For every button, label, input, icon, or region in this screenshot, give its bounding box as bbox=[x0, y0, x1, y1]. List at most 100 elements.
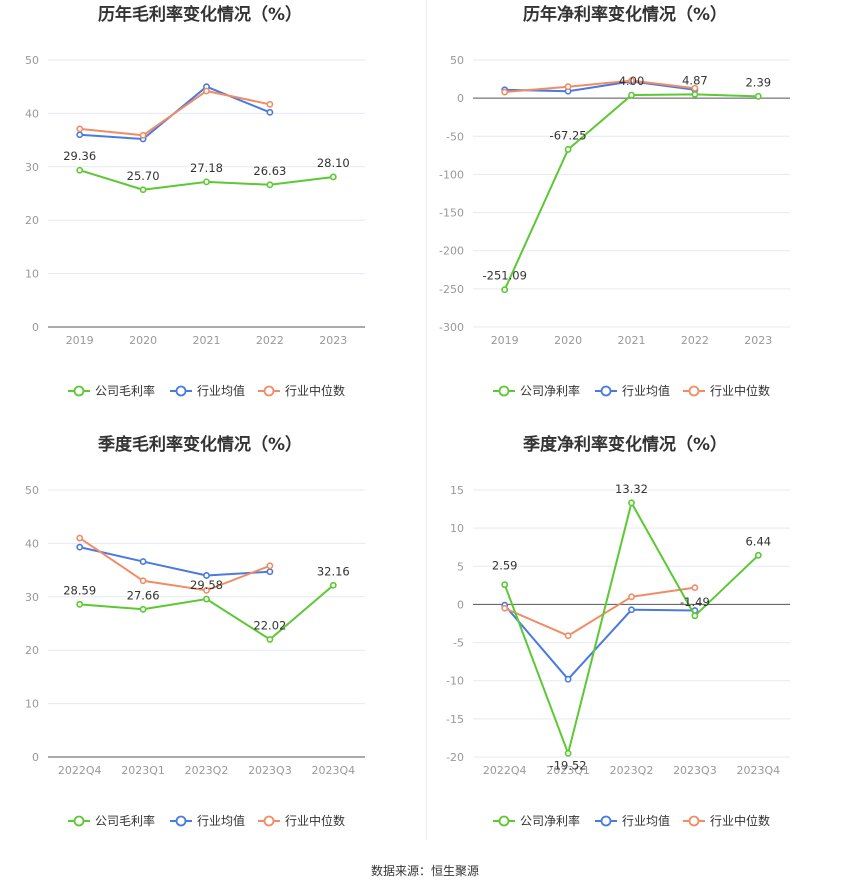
chart-svg: 季度净利率变化情况（%） 15 10 5 0 -5 -10 -15 -20 2022Q4 2023Q… bbox=[446, 434, 790, 828]
series-line bbox=[503, 604, 695, 681]
chart-svg: 历年净利率变化情况（%） 50 0 -50 -100 -150 -200 -250 -300 20… bbox=[439, 4, 790, 398]
x-tick-label: 2023Q1 bbox=[121, 764, 165, 777]
data-point bbox=[139, 605, 147, 613]
data-point bbox=[203, 87, 210, 95]
legend-item[interactable]: 公司净利率 bbox=[493, 813, 580, 828]
y-tick-label: 20 bbox=[25, 644, 39, 657]
legend-item[interactable]: 行业中位数 bbox=[258, 813, 345, 828]
legend-label: 公司净利率 bbox=[520, 813, 580, 828]
data-point bbox=[139, 558, 147, 565]
data-label: 32.16 bbox=[317, 564, 350, 578]
chart-annual-net-margin: 历年净利率变化情况（%） 50 0 -50 -100 -150 -200 -250 -300 20… bbox=[425, 0, 850, 430]
x-tick-label: 2023 bbox=[744, 334, 772, 347]
y-tick-label: -5 bbox=[453, 637, 464, 650]
legend-label: 行业均值 bbox=[622, 383, 670, 398]
chart-quarterly-gross-margin: 季度毛利率变化情况（%） 0 10 20 30 40 50 2022Q4 2023Q1 2023Q… bbox=[0, 430, 425, 860]
data-label: 29.36 bbox=[63, 149, 96, 163]
y-tick-label: 10 bbox=[450, 522, 464, 535]
legend-item[interactable]: 行业均值 bbox=[595, 383, 670, 398]
data-point bbox=[564, 675, 572, 683]
legend-item[interactable]: 行业均值 bbox=[595, 813, 670, 828]
data-point bbox=[76, 543, 84, 551]
legend-marker-icon bbox=[498, 385, 510, 397]
data-point bbox=[76, 131, 84, 139]
data-label: 4.00 bbox=[619, 74, 645, 88]
data-label: 27.66 bbox=[127, 588, 160, 602]
data-point bbox=[76, 125, 84, 133]
x-tick-label: 2022 bbox=[256, 334, 284, 347]
legend-label: 行业中位数 bbox=[285, 813, 345, 828]
x-tick-label: 2023Q1 bbox=[546, 764, 590, 777]
y-tick-label: 0 bbox=[457, 598, 464, 611]
y-tick-label: 0 bbox=[32, 321, 39, 334]
data-point bbox=[203, 178, 210, 186]
legend-item[interactable]: 公司毛利率 bbox=[68, 813, 155, 828]
data-label: 28.59 bbox=[63, 583, 96, 597]
legend-item[interactable]: 公司净利率 bbox=[493, 383, 580, 398]
y-tick-label: 0 bbox=[457, 92, 464, 105]
y-tick-label: -250 bbox=[439, 283, 464, 296]
data-label: 22.02 bbox=[253, 618, 286, 632]
legend-item[interactable]: 公司毛利率 bbox=[68, 383, 155, 398]
data-label: -1.49 bbox=[680, 595, 710, 609]
x-tick-label: 2023Q2 bbox=[185, 764, 229, 777]
legend-item[interactable]: 行业中位数 bbox=[683, 383, 770, 398]
data-point bbox=[628, 91, 635, 99]
legend-item[interactable]: 行业中位数 bbox=[683, 813, 770, 828]
y-tick-label: 10 bbox=[25, 268, 39, 281]
y-tick-label: 5 bbox=[457, 560, 464, 573]
series-line bbox=[79, 537, 271, 592]
data-point bbox=[564, 146, 572, 153]
legend-marker-icon bbox=[175, 385, 187, 397]
y-tick-label: 10 bbox=[25, 698, 39, 711]
legend-label: 行业均值 bbox=[622, 813, 670, 828]
data-point bbox=[691, 84, 699, 92]
x-tick-label: 2020 bbox=[554, 334, 582, 347]
chart-annual-gross-margin: 历年毛利率变化情况（%） 0 10 20 30 40 50 2019 2020 2021 2022 2… bbox=[0, 0, 425, 430]
data-point bbox=[501, 286, 509, 294]
data-point bbox=[628, 593, 635, 601]
data-point bbox=[266, 181, 274, 189]
data-point bbox=[139, 131, 147, 139]
data-point bbox=[266, 562, 274, 570]
y-tick-label: -300 bbox=[439, 321, 464, 334]
legend-label: 公司毛利率 bbox=[95, 813, 155, 828]
data-label: 13.32 bbox=[615, 482, 648, 496]
y-tick-label: 30 bbox=[25, 591, 39, 604]
data-point bbox=[266, 568, 274, 576]
data-point bbox=[628, 499, 635, 507]
data-point bbox=[266, 636, 274, 643]
legend-item[interactable]: 行业均值 bbox=[170, 383, 245, 398]
data-point bbox=[76, 600, 84, 608]
x-tick-label: 2023Q4 bbox=[736, 764, 780, 777]
data-point bbox=[564, 632, 572, 640]
x-tick-label: 2023 bbox=[319, 334, 347, 347]
y-tick-label: 30 bbox=[25, 161, 39, 174]
y-tick-label: 50 bbox=[450, 54, 464, 67]
legend-marker-icon bbox=[73, 815, 85, 827]
data-label: 27.18 bbox=[190, 161, 223, 175]
x-tick-label: 2022Q4 bbox=[483, 764, 527, 777]
chart-svg: 季度毛利率变化情况（%） 0 10 20 30 40 50 2022Q4 2023Q1 2023Q… bbox=[25, 434, 365, 828]
series-line bbox=[79, 89, 271, 137]
legend-label: 行业中位数 bbox=[710, 383, 770, 398]
data-point bbox=[203, 586, 210, 594]
x-tick-label: 2023Q3 bbox=[248, 764, 292, 777]
legend-marker-icon bbox=[498, 815, 510, 827]
data-label: -67.25 bbox=[550, 128, 587, 142]
data-point bbox=[501, 581, 509, 589]
data-point bbox=[329, 581, 337, 589]
x-tick-label: 2019 bbox=[66, 334, 94, 347]
data-label: 2.59 bbox=[492, 559, 518, 573]
legend-item[interactable]: 行业均值 bbox=[170, 813, 245, 828]
data-point bbox=[329, 173, 337, 181]
data-point bbox=[76, 534, 84, 542]
data-label: 6.44 bbox=[745, 534, 771, 548]
data-point bbox=[501, 604, 509, 612]
series-line bbox=[503, 500, 759, 757]
y-tick-label: 15 bbox=[450, 484, 464, 497]
legend-label: 行业中位数 bbox=[285, 383, 345, 398]
y-tick-label: -50 bbox=[446, 130, 464, 143]
legend-item[interactable]: 行业中位数 bbox=[258, 383, 345, 398]
y-tick-label: -150 bbox=[439, 207, 464, 220]
